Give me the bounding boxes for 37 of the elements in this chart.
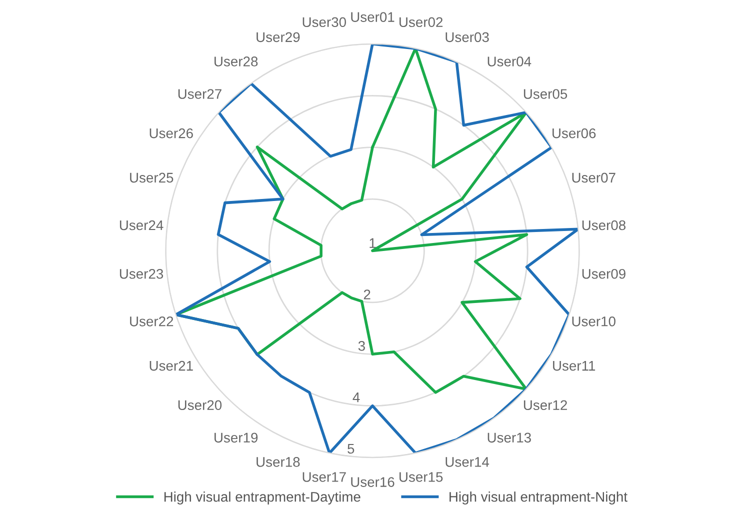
spoke-label: User23 [120,268,164,279]
y-tick-label: 1 [370,238,376,248]
spoke-label: User12 [524,400,567,410]
spoke-label: User25 [130,172,174,183]
spoke-label: User13 [488,432,531,443]
spoke-label: User19 [214,432,258,443]
spoke-label: User05 [524,89,568,99]
legend-label: High visual entrapment-Daytime [164,492,360,504]
y-tick-label: 4 [352,392,360,402]
legend-label: High visual entrapment-Night [450,492,628,504]
spoke-label: User16 [351,477,394,487]
spoke-label: User18 [256,457,300,467]
spoke-label: User08 [582,220,626,230]
spoke-label: User11 [553,361,596,371]
spoke-label: User01 [351,12,394,22]
spoke-label: User06 [552,128,596,138]
spoke-label: User14 [446,457,490,467]
spoke-label: User27 [178,89,222,99]
spoke-label: User20 [178,400,222,410]
spoke-label: User22 [130,316,174,326]
y-tick-label: 2 [364,290,370,300]
spoke-label: User28 [214,56,258,66]
spoke-label: User10 [572,316,616,326]
y-tick-label: 5 [348,444,354,454]
spoke-label: User04 [488,56,532,66]
spoke-label: User15 [400,472,443,482]
spoke-label: User21 [150,360,193,371]
spoke-label: User09 [582,268,626,279]
spoke-label: User26 [150,128,193,138]
spoke-label: User07 [572,172,616,183]
y-tick-label: 3 [358,341,365,351]
spoke-label: User30 [302,17,346,28]
spoke-label: User02 [400,17,443,28]
spoke-label: User03 [446,32,489,42]
spoke-label: User29 [256,32,300,42]
spoke-label: User17 [302,472,346,482]
spoke-label: User24 [120,220,164,230]
